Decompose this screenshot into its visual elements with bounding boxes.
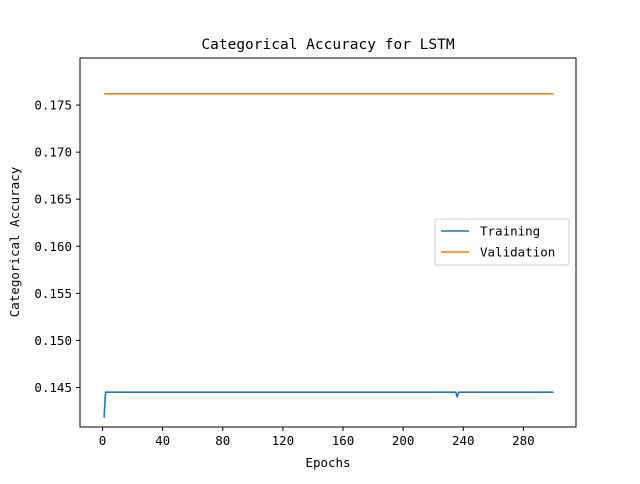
x-tick-label: 280 — [512, 433, 535, 448]
x-tick-label: 80 — [215, 433, 230, 448]
x-tick-label: 0 — [99, 433, 107, 448]
y-tick-label: 0.155 — [34, 286, 72, 301]
y-tick-label: 0.175 — [34, 98, 72, 113]
y-axis: 0.145 0.150 0.155 0.160 0.165 0.170 0.175 — [34, 98, 80, 395]
legend-label-training: Training — [480, 224, 540, 239]
y-tick-label: 0.150 — [34, 333, 72, 348]
chart-title: Categorical Accuracy for LSTM — [201, 37, 454, 53]
y-tick-label: 0.160 — [34, 239, 72, 254]
y-tick-label: 0.170 — [34, 145, 72, 160]
x-tick-label: 240 — [452, 433, 475, 448]
plot-area — [103, 92, 554, 418]
legend-label-validation: Validation — [480, 245, 555, 260]
x-tick-label: 200 — [392, 433, 415, 448]
legend: Training Validation — [434, 218, 570, 266]
y-tick-label: 0.145 — [34, 380, 72, 395]
series-line-training — [103, 391, 554, 418]
x-axis-label: Epochs — [305, 455, 350, 470]
y-tick-label: 0.165 — [34, 192, 72, 207]
x-tick-label: 40 — [155, 433, 170, 448]
x-tick-label: 160 — [332, 433, 355, 448]
x-axis: 0 40 80 120 160 200 240 280 — [99, 427, 535, 448]
x-tick-label: 120 — [272, 433, 295, 448]
y-axis-label: Categorical Accuracy — [7, 166, 22, 317]
axes-frame — [79, 57, 577, 428]
